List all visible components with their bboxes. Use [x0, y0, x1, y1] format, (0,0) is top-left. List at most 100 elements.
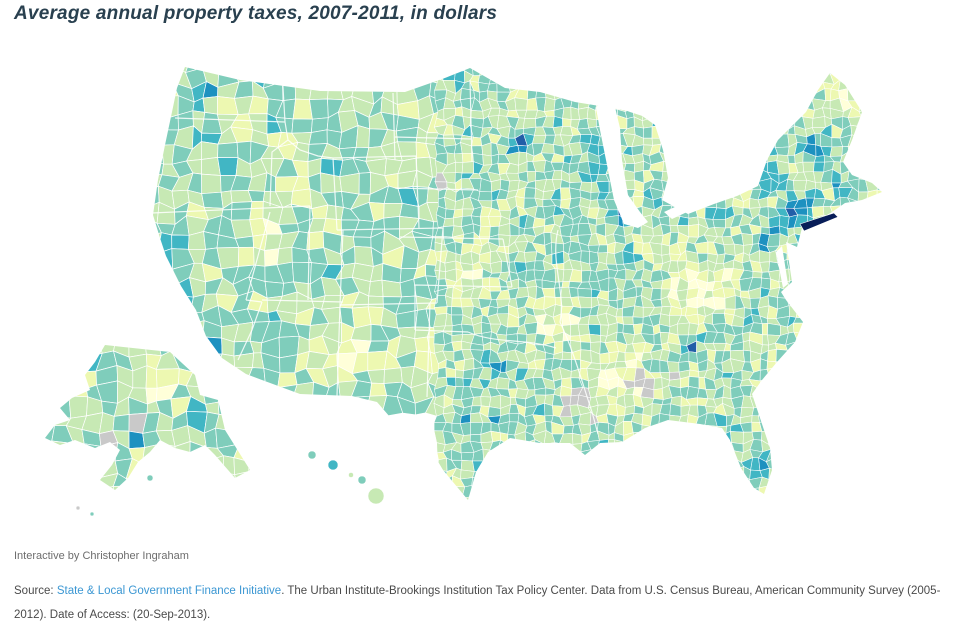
county-cell[interactable]: [487, 494, 502, 508]
county-cell[interactable]: [859, 223, 869, 234]
county-cell[interactable]: [667, 432, 680, 444]
county-cell[interactable]: [840, 234, 853, 244]
county-cell[interactable]: [712, 296, 726, 310]
county-cell[interactable]: [713, 107, 728, 118]
county-cell[interactable]: [649, 53, 661, 65]
county-cell[interactable]: [112, 414, 130, 432]
county-cell[interactable]: [830, 224, 842, 236]
county-cell[interactable]: [36, 342, 55, 357]
county-cell[interactable]: [713, 450, 726, 459]
county-cell[interactable]: [572, 443, 583, 453]
county-cell[interactable]: [732, 205, 744, 216]
county-cell[interactable]: [141, 521, 159, 538]
county-cell[interactable]: [831, 412, 842, 427]
county-cell[interactable]: [694, 476, 709, 490]
county-cell[interactable]: [796, 441, 807, 454]
county-cell[interactable]: [641, 63, 654, 76]
county-cell[interactable]: [848, 150, 861, 162]
county-cell[interactable]: [831, 476, 841, 489]
county-cell[interactable]: [831, 241, 844, 255]
county-cell[interactable]: [560, 475, 573, 489]
county-cell[interactable]: [795, 376, 807, 389]
county-cell[interactable]: [804, 241, 816, 255]
county-cell[interactable]: [847, 88, 862, 102]
county-cell[interactable]: [849, 412, 861, 427]
county-cell[interactable]: [661, 243, 670, 256]
county-cell[interactable]: [714, 125, 728, 139]
county-cell[interactable]: [352, 236, 372, 248]
county-cell[interactable]: [794, 430, 808, 445]
county-cell[interactable]: [171, 487, 193, 502]
county-cell[interactable]: [560, 467, 573, 481]
county-cell[interactable]: [831, 403, 844, 413]
county-cell[interactable]: [684, 160, 697, 173]
county-cell[interactable]: [201, 366, 223, 388]
county-cell[interactable]: [886, 369, 898, 379]
county-cell[interactable]: [570, 485, 582, 499]
county-cell[interactable]: [622, 79, 632, 93]
county-cell[interactable]: [460, 460, 475, 472]
county-cell[interactable]: [794, 424, 808, 436]
county-cell[interactable]: [233, 457, 250, 476]
county-cell[interactable]: [533, 468, 547, 480]
county-cell[interactable]: [775, 146, 790, 156]
county-cell[interactable]: [721, 179, 735, 193]
county-cell[interactable]: [794, 458, 806, 469]
county-cell[interactable]: [865, 119, 878, 130]
county-cell[interactable]: [707, 107, 718, 118]
county-cell[interactable]: [437, 367, 447, 379]
county-cell[interactable]: [856, 358, 871, 371]
county-cell[interactable]: [750, 494, 760, 506]
county-cell[interactable]: [740, 107, 754, 120]
county-cell[interactable]: [856, 137, 871, 147]
county-cell[interactable]: [730, 134, 744, 148]
county-cell[interactable]: [820, 295, 835, 309]
county-cell[interactable]: [757, 142, 768, 157]
county-cell[interactable]: [147, 324, 161, 343]
county-cell[interactable]: [831, 280, 841, 289]
county-cell[interactable]: [787, 387, 796, 399]
county-cell[interactable]: [588, 449, 601, 462]
county-cell[interactable]: [661, 54, 673, 66]
county-cell[interactable]: [203, 231, 219, 250]
county-cell[interactable]: [751, 415, 760, 423]
county-cell[interactable]: [885, 299, 897, 309]
county-cell[interactable]: [245, 426, 265, 449]
county-cell[interactable]: [703, 468, 718, 480]
county-cell[interactable]: [686, 494, 697, 506]
county-cell[interactable]: [842, 241, 849, 253]
county-cell[interactable]: [810, 377, 826, 388]
county-cell[interactable]: [472, 268, 484, 280]
county-cell[interactable]: [487, 486, 502, 499]
oahu[interactable]: [327, 459, 339, 471]
county-cell[interactable]: [768, 430, 780, 445]
county-cell[interactable]: [740, 90, 753, 100]
county-cell[interactable]: [436, 469, 448, 481]
county-cell[interactable]: [804, 315, 814, 326]
county-cell[interactable]: [688, 151, 697, 165]
county-cell[interactable]: [839, 425, 851, 435]
county-cell[interactable]: [668, 88, 681, 101]
county-cell[interactable]: [279, 52, 296, 73]
county-cell[interactable]: [641, 424, 651, 433]
county-cell[interactable]: [658, 457, 669, 468]
county-cell[interactable]: [703, 117, 718, 128]
county-cell[interactable]: [685, 450, 700, 461]
county-cell[interactable]: [722, 189, 735, 198]
county-cell[interactable]: [232, 372, 248, 388]
county-cell[interactable]: [500, 458, 511, 468]
county-cell[interactable]: [779, 101, 790, 110]
county-cell[interactable]: [876, 178, 885, 192]
county-cell[interactable]: [84, 473, 103, 490]
county-cell[interactable]: [451, 306, 464, 316]
county-cell[interactable]: [355, 125, 370, 149]
county-cell[interactable]: [849, 405, 862, 418]
county-cell[interactable]: [884, 494, 895, 505]
county-cell[interactable]: [488, 71, 498, 85]
county-cell[interactable]: [795, 253, 808, 263]
county-cell[interactable]: [706, 475, 716, 490]
county-cell[interactable]: [831, 269, 843, 282]
county-cell[interactable]: [515, 441, 528, 452]
county-cell[interactable]: [840, 403, 852, 418]
county-cell[interactable]: [829, 458, 842, 471]
